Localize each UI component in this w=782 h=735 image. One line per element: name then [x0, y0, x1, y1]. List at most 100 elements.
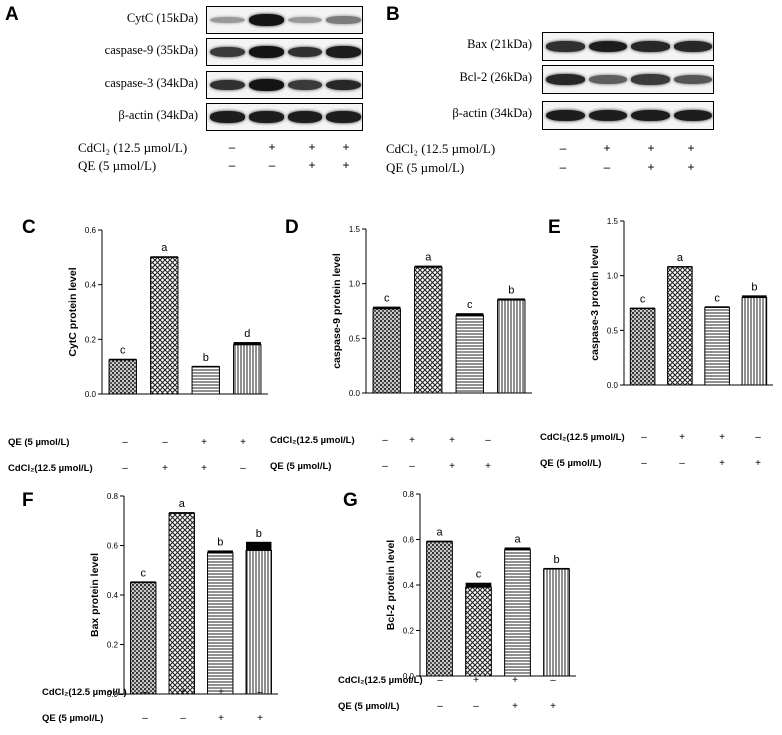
treatment-sign: + [679, 432, 685, 443]
protein-band [326, 46, 361, 58]
treatment-sign: – [437, 701, 443, 712]
error-bar [130, 581, 156, 583]
treatment-sign: – [679, 458, 685, 469]
significance-letter: b [508, 284, 514, 296]
protein-band [248, 79, 284, 91]
blot-lane-box [206, 38, 363, 66]
error-bar [704, 306, 730, 308]
bar [191, 366, 220, 395]
protein-band [631, 41, 670, 52]
protein-band [287, 16, 323, 24]
significance-letter: a [514, 533, 521, 545]
treatment-sign: + [342, 140, 350, 154]
treatment-sign: + [342, 158, 350, 172]
significance-letter: a [161, 242, 168, 254]
treatment-label: QE (5 µmol/L) [78, 158, 157, 173]
blot-row-label: Bcl-2 (26kDa) [459, 70, 532, 84]
treatment-sign: – [228, 140, 236, 154]
blot-lane-box [206, 103, 363, 131]
treatment-sign: + [719, 458, 725, 469]
treatment-sign: + [512, 701, 518, 712]
blot-lane-box [542, 32, 714, 61]
protein-band [588, 40, 627, 53]
treatment-sign: – [142, 713, 148, 724]
treatment-label: QE (5 µmol/L) [386, 160, 465, 175]
error-bar [373, 306, 401, 309]
treatment-sign: – [180, 713, 186, 724]
treatment-sign: + [180, 687, 186, 698]
treatment-sign: – [382, 435, 388, 446]
treatment-sign: – [268, 158, 276, 172]
y-tick-label: 0.4 [107, 591, 119, 600]
blot-row-label: caspase-9 (35kDa) [104, 43, 198, 57]
treatment-sign: + [687, 160, 695, 174]
protein-band [631, 74, 670, 85]
treatment-sign: + [485, 461, 491, 472]
error-bar [667, 266, 693, 268]
significance-letter: a [436, 527, 443, 539]
treatment-sign: – [437, 675, 443, 686]
protein-band [248, 14, 284, 26]
panel-letter-e: E [548, 217, 561, 238]
protein-band [631, 109, 670, 122]
significance-letter: b [203, 352, 209, 364]
treatment-sign: + [308, 140, 316, 154]
treatment-sign: + [201, 463, 207, 474]
bar [667, 266, 693, 386]
significance-letter: c [640, 294, 646, 306]
treatment-sign: + [409, 435, 415, 446]
treatment-sign: + [647, 160, 655, 174]
error-bar [497, 298, 525, 301]
y-tick-label: 0.2 [107, 641, 119, 650]
treatment-label: CdCl₂(12.5 µmol/L) [338, 675, 423, 686]
y-tick-label: 1.0 [607, 272, 619, 281]
treatment-sign: – [122, 437, 128, 448]
significance-letter: c [476, 569, 482, 581]
blot-lane-box [542, 65, 714, 94]
treatment-sign: – [641, 432, 647, 443]
error-bar [456, 313, 484, 316]
y-axis-label: caspase-3 protein level [589, 245, 601, 361]
blot-row-label: CytC (15kDa) [126, 11, 198, 25]
error-bar [109, 358, 137, 361]
y-tick-label: 0.6 [85, 226, 97, 235]
panel-letter-a: A [5, 4, 19, 25]
blot-lane-box [206, 71, 363, 99]
protein-band [673, 74, 712, 85]
protein-band [287, 111, 323, 123]
treatment-sign: + [218, 687, 224, 698]
protein-band [210, 46, 245, 58]
bar [150, 256, 179, 395]
bar [108, 359, 137, 395]
significance-letter: c [384, 293, 390, 305]
protein-band [546, 41, 585, 52]
treatment-label: QE (5 µmol/L) [338, 701, 399, 712]
error-bar [465, 582, 492, 588]
treatment-sign: – [142, 687, 148, 698]
treatment-sign: + [449, 461, 455, 472]
bar [426, 541, 453, 677]
blot-lane-box [206, 6, 363, 34]
treatment-sign: – [755, 432, 761, 443]
treatment-sign: – [228, 158, 236, 172]
error-bar [543, 567, 570, 570]
treatment-label: CdCl₂(12.5 µmol/L) [270, 435, 355, 446]
protein-band [588, 75, 627, 84]
bar [704, 306, 730, 386]
bar [741, 297, 768, 386]
y-tick-label: 1.0 [349, 280, 361, 289]
y-tick-label: 0.0 [349, 389, 361, 398]
bar [207, 552, 234, 695]
bar [130, 582, 157, 695]
panel-letter-d: D [285, 217, 299, 238]
protein-band [546, 74, 585, 85]
y-tick-label: 0.6 [403, 536, 415, 545]
y-axis-label: Bax protein level [89, 553, 101, 637]
treatment-sign: + [755, 458, 761, 469]
significance-letter: a [179, 498, 186, 510]
panel-letter-g: G [343, 490, 358, 511]
treatment-sign: + [603, 141, 611, 155]
y-axis-label: CytC protein level [67, 267, 79, 356]
